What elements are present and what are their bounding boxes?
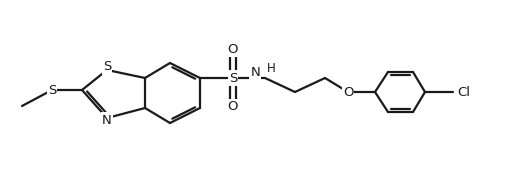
Text: Cl: Cl — [457, 85, 470, 98]
Text: S: S — [229, 72, 237, 85]
Text: O: O — [343, 85, 353, 98]
Text: O: O — [228, 43, 238, 56]
Text: N: N — [250, 66, 260, 80]
Text: S: S — [48, 84, 56, 97]
Text: N: N — [102, 113, 112, 126]
Text: O: O — [228, 100, 238, 113]
Text: H: H — [267, 62, 276, 76]
Text: S: S — [103, 61, 111, 73]
